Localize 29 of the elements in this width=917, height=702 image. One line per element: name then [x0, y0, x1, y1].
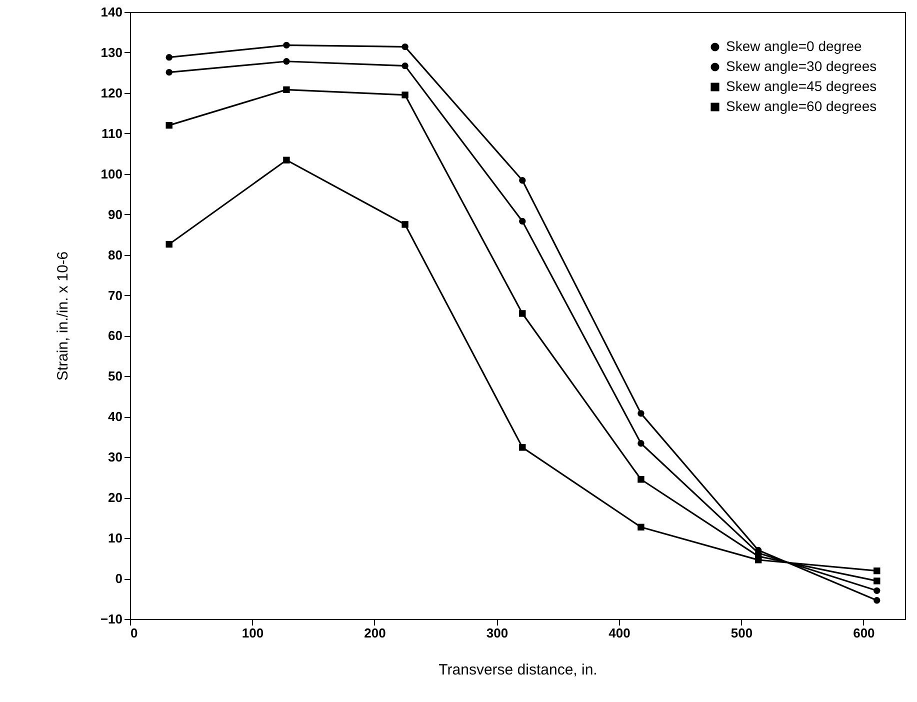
legend-label: Skew angle=30 degrees — [726, 58, 877, 74]
y-tick-label: 120 — [100, 85, 122, 100]
x-tick-label: 400 — [608, 626, 630, 640]
y-tick-label: 110 — [102, 126, 122, 141]
y-tick-label: 70 — [108, 288, 122, 303]
x-tick-label: 200 — [364, 626, 386, 640]
y-tick-label: 50 — [108, 368, 122, 384]
x-tick-label: 300 — [486, 626, 508, 640]
x-tick-label: 600 — [853, 626, 875, 640]
y-tick-label: 20 — [108, 490, 122, 506]
y-tick-label: 130 — [100, 44, 122, 60]
y-axis-title: Strain, in./in. x 10-6 — [54, 251, 72, 381]
x-tick-label: 0 — [130, 626, 138, 640]
y-tick-label: −10 — [100, 612, 122, 626]
y-tick-label: 100 — [100, 166, 122, 182]
legend-label: Skew angle=0 degree — [726, 38, 862, 54]
y-tick-label: 60 — [108, 328, 122, 344]
legend-label: Skew angle=60 degrees — [726, 98, 877, 114]
x-axis-title: Transverse distance, in. — [438, 662, 598, 678]
y-tick-label: 90 — [108, 206, 122, 222]
y-tick-label: 80 — [108, 247, 122, 262]
y-tick-label: 40 — [108, 409, 122, 424]
y-tick-label: 10 — [108, 530, 122, 546]
y-tick-label: 30 — [108, 450, 122, 465]
x-tick-label: 100 — [242, 626, 264, 640]
y-tick-label: 140 — [100, 4, 122, 20]
x-tick-label: 500 — [730, 626, 753, 640]
legend-label: Skew angle=45 degrees — [726, 78, 877, 94]
y-tick-label: 0 — [115, 571, 122, 586]
